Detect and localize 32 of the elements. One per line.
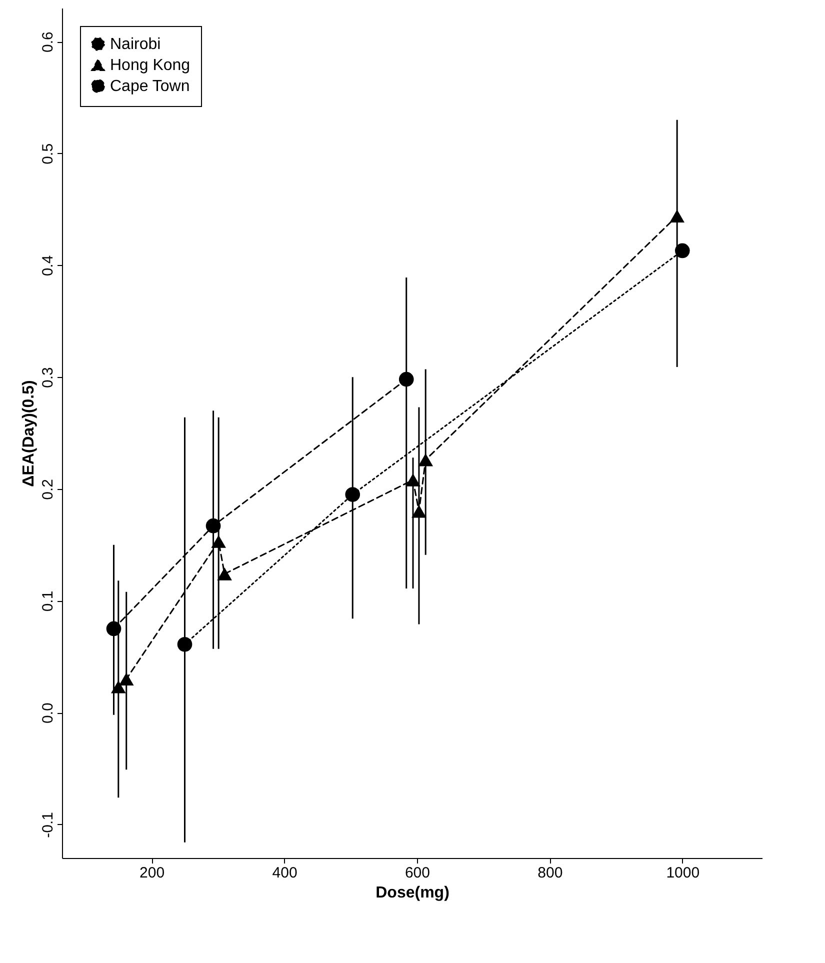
y-axis-title: ΔEA(Day)(0.5) bbox=[20, 380, 38, 487]
y-tick-label: 0.1 bbox=[40, 590, 56, 612]
x-tick-label: 600 bbox=[404, 864, 430, 882]
point bbox=[345, 487, 360, 502]
legend-label: Hong Kong bbox=[110, 57, 190, 74]
y-tick-label: 0.5 bbox=[40, 143, 56, 164]
y-tick-label: 0.3 bbox=[40, 367, 56, 388]
point bbox=[106, 621, 122, 636]
point bbox=[110, 680, 126, 694]
legend-label: Nairobi bbox=[110, 36, 161, 53]
point bbox=[670, 210, 684, 222]
x-tick-label: 200 bbox=[140, 864, 165, 882]
y-tick-label: 0.4 bbox=[40, 255, 56, 276]
x-axis-title: Dose(mg) bbox=[376, 884, 450, 902]
x-tick-label: 800 bbox=[538, 864, 563, 882]
y-tick-label: 0.6 bbox=[40, 32, 56, 52]
point bbox=[406, 474, 420, 486]
point bbox=[177, 636, 192, 652]
x-tick-label: 400 bbox=[272, 864, 298, 882]
point bbox=[211, 535, 226, 548]
point bbox=[217, 568, 232, 580]
point bbox=[418, 453, 434, 466]
x-tick-label: 1000 bbox=[666, 864, 700, 882]
point bbox=[674, 243, 690, 258]
point bbox=[398, 372, 414, 387]
y-tick-label: 0.0 bbox=[40, 702, 56, 724]
point bbox=[206, 518, 221, 534]
point bbox=[412, 504, 426, 518]
point bbox=[118, 672, 134, 686]
y-tick-label: 0.2 bbox=[40, 478, 56, 500]
legend-label: Cape Town bbox=[110, 78, 190, 95]
y-tick-label: -0.1 bbox=[40, 812, 56, 838]
